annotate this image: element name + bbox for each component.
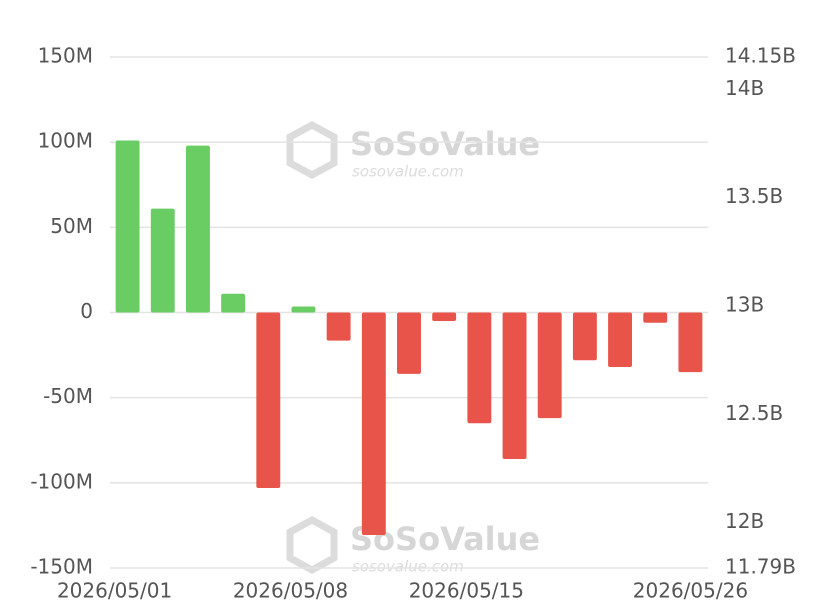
bar xyxy=(608,312,633,368)
bar xyxy=(185,145,210,313)
y-tick-label: -150M xyxy=(30,555,93,579)
bar xyxy=(150,208,175,313)
y-tick-label: 150M xyxy=(38,44,93,68)
x-tick-label: 2026/05/08 xyxy=(233,579,348,603)
x-tick-label: 2026/05/26 xyxy=(633,579,748,603)
y-tick-label: -50M xyxy=(43,384,93,408)
watermark-logo xyxy=(286,121,338,179)
y2-tick-label: 11.79B xyxy=(725,555,796,579)
x-tick-label: 2026/05/01 xyxy=(57,579,172,603)
y2-tick-label: 14.15B xyxy=(725,44,796,68)
y2-tick-label: 13B xyxy=(725,293,764,317)
y-tick-label: 50M xyxy=(50,214,93,238)
bar xyxy=(467,312,492,424)
bar xyxy=(397,312,421,374)
bar xyxy=(678,312,703,373)
y-tick-label: 0 xyxy=(80,299,93,323)
bar xyxy=(643,312,668,323)
y2-tick-label: 14B xyxy=(725,76,764,100)
watermark-url: sosovalue.com xyxy=(352,558,464,576)
y-tick-label: -100M xyxy=(30,469,93,493)
bar xyxy=(502,312,527,459)
y2-tick-label: 12B xyxy=(725,509,764,533)
y2-tick-label: 12.5B xyxy=(725,401,783,425)
watermark-url: sosovalue.com xyxy=(352,163,464,181)
bar xyxy=(221,293,246,313)
bar xyxy=(572,312,597,361)
y2-tick-label: 13.5B xyxy=(725,184,783,208)
bar xyxy=(361,312,386,535)
bar xyxy=(256,312,281,488)
bar xyxy=(537,312,562,419)
bar xyxy=(326,312,351,341)
watermark-logo xyxy=(286,516,338,574)
bar xyxy=(432,312,457,322)
bar xyxy=(291,306,316,313)
x-tick-label: 2026/05/15 xyxy=(409,579,524,603)
bar xyxy=(115,140,140,313)
watermark: SoSoValue xyxy=(350,125,540,163)
y-tick-label: 100M xyxy=(38,129,93,153)
